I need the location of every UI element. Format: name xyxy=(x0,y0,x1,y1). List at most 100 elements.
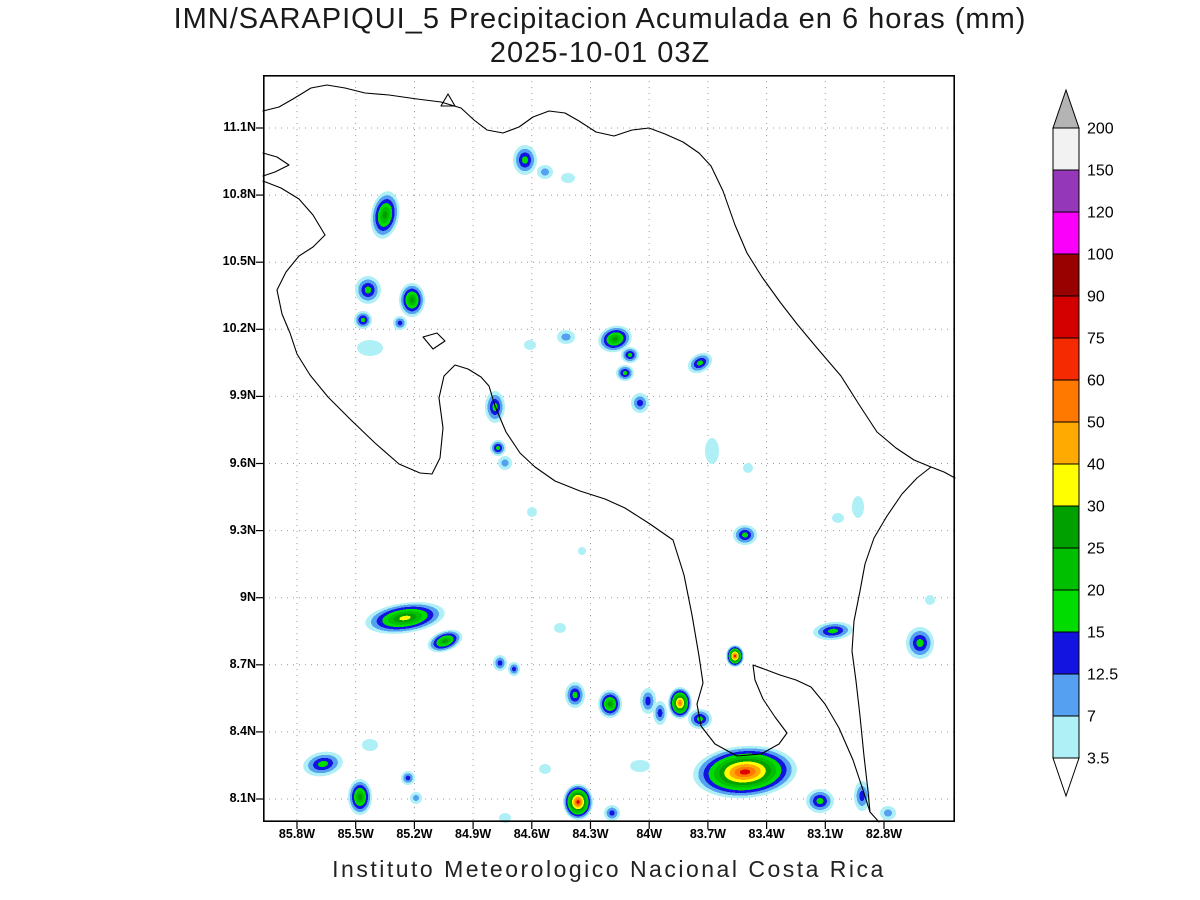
colorbar-level-label: 150 xyxy=(1087,163,1114,180)
precip-blob xyxy=(621,347,639,363)
colorbar-cell xyxy=(1052,715,1080,759)
lat-tick-label: 8.1N xyxy=(229,791,256,805)
colorbar-level-label: 3.5 xyxy=(1087,751,1109,768)
colorbar-cell xyxy=(1052,127,1080,171)
lon-tick-label: 84.6W xyxy=(513,827,550,841)
precip-blob xyxy=(726,645,744,667)
precip-blob xyxy=(410,792,422,804)
precip-blob xyxy=(527,507,537,517)
panama-border xyxy=(851,466,932,813)
map-canvas xyxy=(256,75,956,829)
plot-title: IMN/SARAPIQUI_5 Precipitacion Acumulada … xyxy=(173,3,1027,35)
lon-tick-label: 83.7W xyxy=(689,827,726,841)
lat-tick-label: 9N xyxy=(240,589,256,604)
colorbar-above-max-triangle xyxy=(1052,88,1080,129)
precip-blob xyxy=(616,365,634,381)
colorbar-cell xyxy=(1052,505,1080,549)
precip-blob xyxy=(693,745,797,799)
precip-blob xyxy=(498,456,512,470)
colorbar-level-label: 100 xyxy=(1087,247,1114,264)
colorbar-cell xyxy=(1052,463,1080,507)
colorbar-level-label: 25 xyxy=(1087,541,1105,558)
colorbar-level-label: 75 xyxy=(1087,331,1105,348)
lon-tick-label: 85.8W xyxy=(278,827,316,841)
precip-blob xyxy=(852,496,864,518)
precip-blob xyxy=(303,751,343,777)
lon-tick-label: 82.8W xyxy=(865,827,903,841)
precip-blob xyxy=(401,771,415,785)
lat-tick-label: 9.6N xyxy=(229,455,256,470)
colorbar-cell xyxy=(1052,421,1080,465)
precip-blob xyxy=(925,595,935,605)
colorbar-level-label: 15 xyxy=(1087,625,1105,642)
lon-tick-label: 83.1W xyxy=(807,827,844,841)
precip-colorbar: 200 150 120 100 90 75 60 50 40 30 25 20 15 12.5 7 3.5 xyxy=(1052,88,1118,798)
lat-tick-label: 10.5N xyxy=(222,254,256,269)
colorbar-cell xyxy=(1052,631,1080,675)
lat-tick-label: 8.7N xyxy=(229,656,256,671)
colorbar-level-label: 30 xyxy=(1087,499,1105,516)
lon-tick-label: 83.4W xyxy=(748,827,785,841)
costa-rica-coastline xyxy=(262,84,956,823)
precip-blob xyxy=(362,739,378,751)
precip-blob xyxy=(653,701,667,725)
colorbar-level-label: 60 xyxy=(1087,373,1105,390)
lat-tick-label: 10.2N xyxy=(222,321,256,336)
precip-blob xyxy=(854,781,870,811)
lon-tick-label: 85.5W xyxy=(337,827,374,841)
precip-blob xyxy=(524,340,536,350)
lon-tick-label: 84.9W xyxy=(455,827,492,841)
colorbar-level-label: 120 xyxy=(1087,205,1114,222)
precip-blob xyxy=(565,682,585,708)
precip-blob xyxy=(813,621,853,641)
pacific-coast xyxy=(262,152,880,823)
precip-blob xyxy=(598,690,622,718)
colorbar-cell xyxy=(1052,169,1080,213)
colorbar-cell xyxy=(1052,379,1080,423)
precip-blob xyxy=(880,806,896,820)
colorbar-level-label: 90 xyxy=(1087,289,1105,306)
lat-lon-gridlines xyxy=(263,75,955,822)
colorbar-level-label: 200 xyxy=(1087,121,1114,138)
precip-shading xyxy=(303,145,935,823)
map-frame xyxy=(263,75,956,823)
precip-blob xyxy=(687,352,713,374)
precip-blob xyxy=(631,393,649,413)
precip-blob xyxy=(537,165,553,179)
map-area xyxy=(256,75,956,829)
precip-blob xyxy=(490,440,506,456)
precip-blob xyxy=(705,438,719,464)
islands xyxy=(422,93,456,350)
precip-blob xyxy=(493,655,507,671)
precip-blob xyxy=(561,173,575,183)
colorbar-cell xyxy=(1052,253,1080,297)
precip-blob xyxy=(668,687,692,719)
colorbar-cell xyxy=(1052,211,1080,255)
precip-blob xyxy=(393,316,407,330)
precip-blob xyxy=(578,547,586,555)
colorbar-cell xyxy=(1052,295,1080,339)
colorbar-cell xyxy=(1052,547,1080,591)
precip-blob xyxy=(539,764,551,774)
precip-blob xyxy=(563,784,593,820)
colorbar-level-label: 7 xyxy=(1087,709,1096,726)
colorbar-cell xyxy=(1052,589,1080,633)
precip-blob xyxy=(832,513,844,523)
colorbar-level-label: 20 xyxy=(1087,583,1105,600)
colorbar-cell xyxy=(1052,337,1080,381)
precip-blob xyxy=(427,629,463,653)
plot-title-block: IMN/SARAPIQUI_5 Precipitacion Acumulada … xyxy=(0,2,1200,70)
precip-blob xyxy=(508,662,520,676)
lat-tick-label: 9.3N xyxy=(229,522,256,537)
lat-tick-label: 10.8N xyxy=(222,187,256,202)
lon-tick-label: 85.2W xyxy=(396,827,433,841)
precip-blob xyxy=(348,779,372,815)
precip-blob xyxy=(630,760,650,772)
axis-ticks xyxy=(256,127,885,829)
colorbar-cell xyxy=(1052,673,1080,717)
footer-credit: Instituto Meteorologico Nacional Costa R… xyxy=(332,856,886,882)
precip-blob xyxy=(513,145,537,175)
precip-blob xyxy=(557,330,575,344)
colorbar-level-label: 40 xyxy=(1087,457,1105,474)
lon-tick-label: 84.3W xyxy=(572,827,609,841)
